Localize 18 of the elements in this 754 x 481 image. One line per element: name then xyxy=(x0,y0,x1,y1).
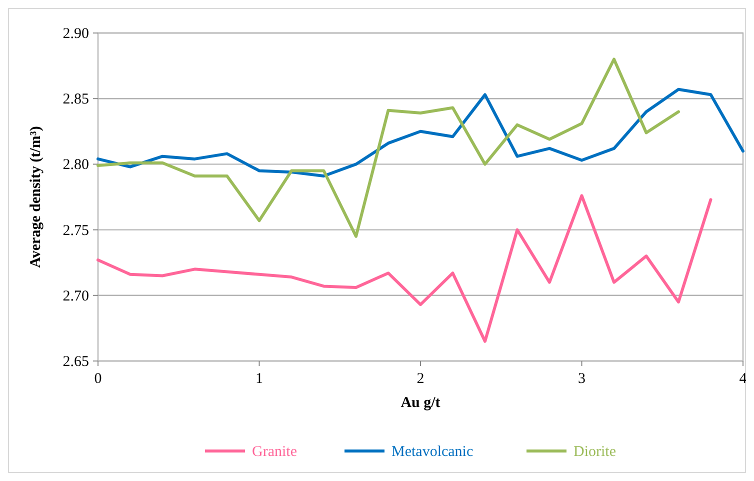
y-tick-label: 2.70 xyxy=(62,288,89,304)
x-tick-label: 3 xyxy=(578,371,586,387)
y-tick-label: 2.75 xyxy=(62,222,89,239)
x-axis-title: Au g/t xyxy=(400,395,440,411)
x-tick-label: 0 xyxy=(94,371,102,387)
line-series xyxy=(96,194,712,343)
y-tick-label: 2.65 xyxy=(62,354,89,370)
line-series xyxy=(96,88,744,178)
line-series xyxy=(96,58,680,238)
x-tick-label: 2 xyxy=(416,371,424,387)
y-tick-label: 2.85 xyxy=(62,92,89,108)
legend-label: Metavolcanic xyxy=(392,444,474,460)
y-axis-title: Average density (t/m³) xyxy=(28,126,44,268)
y-tick-label: 2.80 xyxy=(62,157,89,174)
y-tick-label: 2.90 xyxy=(62,26,89,42)
legend-label: Granite xyxy=(252,444,298,460)
x-tick-label: 1 xyxy=(256,371,263,387)
legend-label: Diorite xyxy=(574,444,616,460)
